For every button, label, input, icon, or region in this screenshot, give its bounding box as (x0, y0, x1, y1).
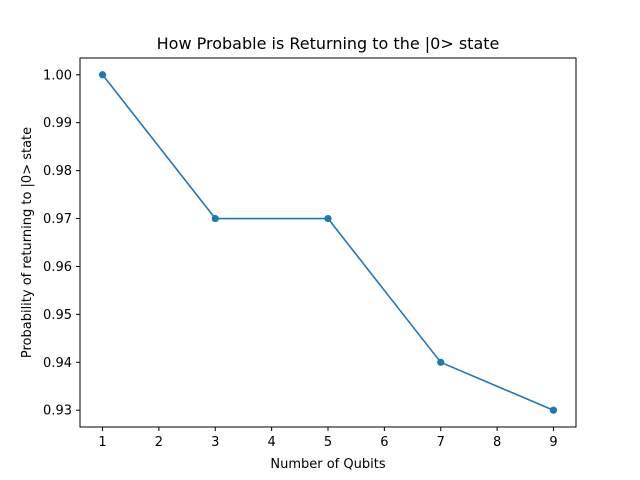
x-tick-label: 2 (155, 435, 163, 450)
x-tick-label: 7 (437, 435, 445, 450)
data-point (99, 71, 106, 78)
y-axis-label: Probability of returning to |0> state (20, 127, 35, 358)
y-tick-label: 0.93 (43, 404, 72, 419)
x-tick-label: 9 (549, 435, 557, 450)
y-tick-label: 0.94 (43, 356, 72, 371)
y-tick-label: 0.99 (43, 116, 72, 131)
data-point (324, 215, 331, 222)
x-tick-label: 3 (211, 435, 219, 450)
data-point (550, 407, 557, 414)
data-point (437, 359, 444, 366)
chart-title: How Probable is Returning to the |0> sta… (157, 34, 500, 53)
x-axis-label: Number of Qubits (270, 457, 385, 472)
y-tick-label: 0.98 (43, 164, 72, 179)
x-tick-label: 1 (98, 435, 106, 450)
y-tick-label: 0.96 (43, 260, 72, 275)
y-tick-label: 0.97 (43, 212, 72, 227)
data-point (212, 215, 219, 222)
x-tick-label: 8 (493, 435, 501, 450)
y-tick-label: 0.95 (43, 308, 72, 323)
x-tick-label: 4 (267, 435, 275, 450)
x-tick-label: 5 (324, 435, 332, 450)
y-tick-label: 1.00 (43, 68, 72, 83)
x-tick-label: 6 (380, 435, 388, 450)
